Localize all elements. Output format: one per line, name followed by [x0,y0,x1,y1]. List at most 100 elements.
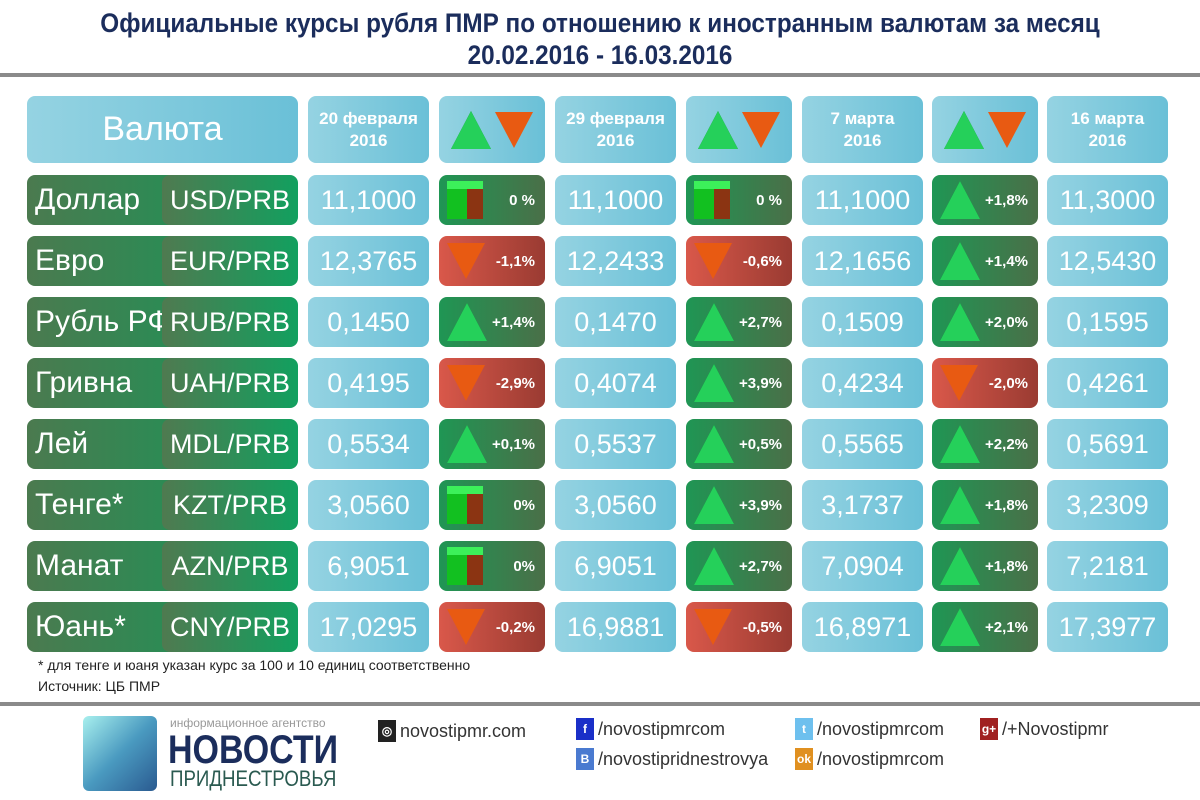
date-header-line: 2016 [1088,130,1127,150]
date-header-line: 29 февраля [566,108,665,128]
change-badge: +0,1% [439,419,545,469]
up-arrow-icon [940,303,980,341]
change-percent: +2,0% [985,313,1028,331]
facebook-icon: f [576,718,594,740]
change-percent: +1,8% [985,557,1028,575]
rate-value: 16,9881 [555,602,676,652]
change-percent: +1,8% [985,191,1028,209]
currency-code: CNY/PRB [162,602,298,652]
change-badge: -1,1% [439,236,545,286]
no-change-cube-icon [447,547,483,585]
logo-subtitle: ПРИДНЕСТРОВЬЯ [170,766,337,791]
up-arrow-icon [698,110,738,149]
change-percent: +0,1% [492,435,535,453]
date-header-line: 2016 [349,130,388,150]
change-percent: -1,1% [495,252,535,270]
logo-title: НОВОСТИ [168,728,339,772]
googleplus-icon: g+ [980,718,998,740]
change-badge: -0,6% [686,236,792,286]
change-badge: -2,0% [932,358,1038,408]
change-percent: +2,7% [739,557,782,575]
date-header: 29 февраля 2016 [555,96,676,163]
rate-value: 11,3000 [1047,175,1168,225]
change-percent: +2,7% [739,313,782,331]
down-arrow-icon [447,609,485,645]
vk-link[interactable]: B/novostipridnestrovya [576,748,768,770]
change-percent: -2,9% [495,374,535,392]
rate-value: 12,3765 [308,236,429,286]
change-percent: -0,2% [495,618,535,636]
change-percent: 0 % [509,191,535,209]
rate-value: 3,0560 [555,480,676,530]
rate-value: 12,2433 [555,236,676,286]
change-percent: -0,6% [742,252,782,270]
change-badge: +0,5% [686,419,792,469]
no-change-cube-icon [694,181,730,219]
rate-value: 6,9051 [555,541,676,591]
rate-value: 17,3977 [1047,602,1168,652]
rate-value: 0,1470 [555,297,676,347]
date-header-line: 2016 [596,130,635,150]
change-badge: +2,0% [932,297,1038,347]
change-badge: +1,4% [932,236,1038,286]
odnoklassniki-icon: ok [795,748,813,770]
twitter-link[interactable]: t/novostipmrcom [795,718,944,740]
change-percent: +3,9% [739,496,782,514]
divider [0,73,1200,77]
vk-icon: B [576,748,594,770]
change-percent: -0,5% [742,618,782,636]
change-badge: 0 % [439,175,545,225]
down-arrow-icon [447,365,485,401]
googleplus-link[interactable]: g+/+Novostipmr [980,718,1109,740]
rate-value: 12,1656 [802,236,923,286]
change-percent: 0% [513,496,535,514]
facebook-link[interactable]: f/novostipmrcom [576,718,725,740]
change-badge: -2,9% [439,358,545,408]
site-link[interactable]: ◎ novostipmr.com [378,720,526,742]
change-header [686,96,792,163]
footnote: * для тенге и юаня указан курс за 100 и … [38,657,471,673]
rate-value: 0,4261 [1047,358,1168,408]
change-percent: -2,0% [988,374,1028,392]
currency-code: AZN/PRB [162,541,298,591]
up-arrow-icon [940,608,980,646]
up-arrow-icon [694,547,734,585]
rate-value: 3,2309 [1047,480,1168,530]
change-badge: +2,2% [932,419,1038,469]
rate-value: 0,1450 [308,297,429,347]
no-change-cube-icon [447,181,483,219]
currency-name: Тенге* [27,480,177,530]
rate-value: 0,5534 [308,419,429,469]
change-badge: +1,8% [932,480,1038,530]
change-badge: +3,9% [686,480,792,530]
down-arrow-icon [495,111,533,148]
odnoklassniki-link[interactable]: ok/novostipmrcom [795,748,945,770]
currency-name: Доллар [27,175,177,225]
change-percent: 0% [513,557,535,575]
up-arrow-icon [447,425,487,463]
logo-mark [83,716,157,791]
change-percent: +1,4% [985,252,1028,270]
change-badge: 0% [439,541,545,591]
rate-value: 0,5691 [1047,419,1168,469]
date-header-line: 20 февраля [319,108,418,128]
rate-value: 0,5565 [802,419,923,469]
currency-code: KZT/PRB [162,480,298,530]
rate-value: 7,0904 [802,541,923,591]
change-header [932,96,1038,163]
down-arrow-icon [742,111,780,148]
globe-icon: ◎ [378,720,396,742]
up-arrow-icon [451,110,491,149]
change-percent: +1,4% [492,313,535,331]
up-arrow-icon [694,364,734,402]
change-badge: -0,5% [686,602,792,652]
up-arrow-icon [447,303,487,341]
change-badge: +1,4% [439,297,545,347]
date-range: 20.02.2016 - 16.03.2016 [467,40,733,70]
change-badge: 0% [439,480,545,530]
rate-value: 0,1595 [1047,297,1168,347]
up-arrow-icon [940,181,980,219]
rate-value: 17,0295 [308,602,429,652]
change-percent: 0 % [756,191,782,209]
change-percent: +3,9% [739,374,782,392]
